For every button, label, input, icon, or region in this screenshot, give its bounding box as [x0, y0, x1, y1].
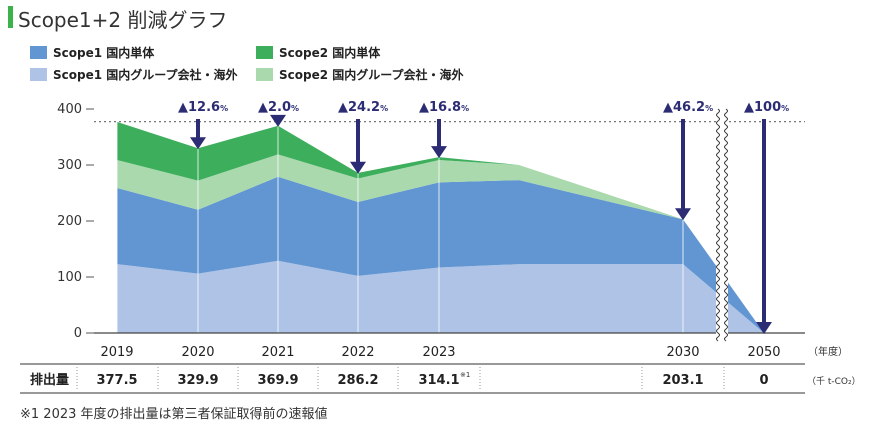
table-unit-label: （千 t-CO₂）: [807, 376, 861, 387]
reduction-arrow-head: [350, 161, 366, 174]
x-tick-label: 2030: [666, 345, 699, 360]
table-row-label: 排出量: [30, 372, 69, 388]
axis-break-gap: [716, 109, 728, 337]
legend: Scope1 国内単体 Scope1 国内グループ会社・海外 Scope2 国内…: [30, 44, 550, 84]
x-tick-label: 2050: [747, 345, 780, 360]
x-tick-label: 2019: [100, 345, 133, 360]
reduction-arrow-head: [190, 137, 206, 150]
area-series-scope1_domestic: [117, 176, 764, 333]
y-tick-label: 200: [57, 214, 82, 229]
reduction-label: ▲100%: [744, 100, 789, 115]
reduction-arrow-head: [675, 208, 691, 221]
table-value: 203.1: [662, 373, 703, 388]
x-tick-label: 2023: [422, 345, 455, 360]
y-tick-label: 300: [57, 158, 82, 173]
reduction-arrow-head: [756, 322, 772, 334]
legend-swatch: [256, 67, 273, 81]
table-value: 369.9: [257, 373, 298, 388]
axis-break-wave: [716, 108, 720, 342]
legend-label: Scope2 国内グループ会社・海外: [279, 67, 464, 82]
reduction-label: ▲46.2%: [663, 100, 713, 115]
reduction-unit: %: [291, 104, 299, 113]
area-series-scope1_group: [117, 260, 764, 333]
reduction-unit: %: [220, 104, 228, 113]
reduction-value: ▲2.0: [258, 100, 291, 115]
legend-item-scope2-domestic: Scope2 国内単体: [256, 44, 380, 60]
x-axis-unit-label: （年度）: [808, 345, 848, 358]
table-value: 377.5: [96, 373, 137, 388]
y-tick-label: 0: [74, 326, 82, 341]
legend-swatch: [256, 45, 273, 59]
reduction-value: ▲100: [744, 100, 781, 115]
legend-label: Scope1 国内単体: [53, 45, 155, 60]
legend-item-scope1-group: Scope1 国内グループ会社・海外: [30, 66, 238, 82]
reduction-unit: %: [461, 104, 469, 113]
reduction-value: ▲12.6: [178, 100, 220, 115]
reduction-value: ▲16.8: [419, 100, 461, 115]
table-value: 286.2: [337, 373, 378, 388]
reduction-arrow-head: [431, 146, 447, 159]
legend-label: Scope2 国内単体: [279, 45, 381, 60]
reduction-label: ▲2.0%: [258, 100, 299, 115]
area-series-scope2_domestic: [117, 121, 764, 333]
legend-item-scope1-domestic: Scope1 国内単体: [30, 44, 154, 60]
reduction-arrow-head: [270, 114, 286, 127]
x-tick-label: 2022: [341, 345, 374, 360]
legend-item-scope2-group: Scope2 国内グループ会社・海外: [256, 66, 464, 82]
legend-swatch: [30, 45, 47, 59]
x-tick-label: 2021: [261, 345, 294, 360]
table-footnote-mark: ※1: [460, 371, 470, 379]
title-accent-bar: [8, 6, 13, 28]
table-value: 0: [759, 373, 768, 388]
page-title: Scope1+2 削減グラフ: [18, 8, 228, 32]
y-tick-label: 400: [57, 102, 82, 117]
reduction-label: ▲16.8%: [419, 100, 469, 115]
reduction-unit: %: [705, 104, 713, 113]
reduction-value: ▲24.2: [338, 100, 380, 115]
reduction-unit: %: [781, 104, 789, 113]
legend-swatch: [30, 67, 47, 81]
footnote: ※1 2023 年度の排出量は第三者保証取得前の速報値: [20, 407, 328, 422]
legend-label: Scope1 国内グループ会社・海外: [53, 67, 238, 82]
y-tick-label: 100: [57, 270, 82, 285]
area-series-scope2_group: [117, 154, 764, 333]
x-tick-label: 2020: [181, 345, 214, 360]
reduction-unit: %: [380, 104, 388, 113]
reduction-value: ▲46.2: [663, 100, 705, 115]
reduction-label: ▲12.6%: [178, 100, 228, 115]
table-value: 329.9: [177, 373, 218, 388]
axis-break-wave: [724, 108, 728, 342]
table-value: 314.1: [418, 373, 459, 388]
reduction-label: ▲24.2%: [338, 100, 388, 115]
